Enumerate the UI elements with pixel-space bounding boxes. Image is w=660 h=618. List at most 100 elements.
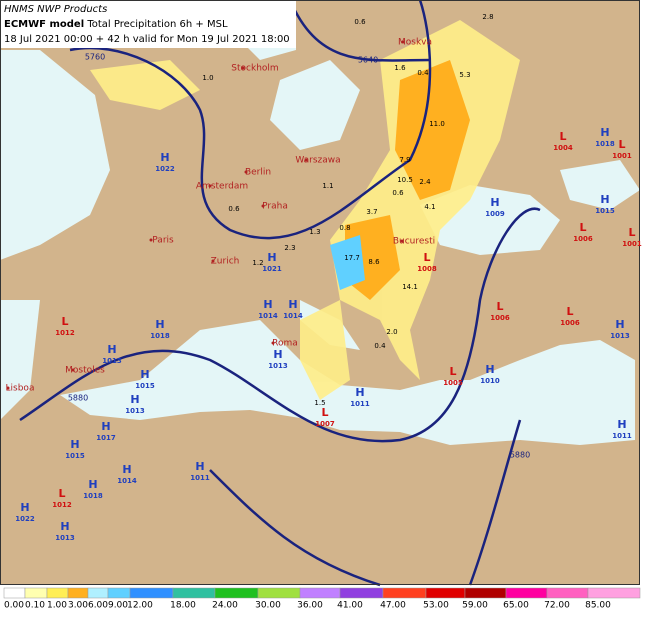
colorbar-box [546,587,589,599]
pressure-value: 1011 [350,400,370,408]
pressure-letter: H [490,196,499,209]
precip-value: 2.0 [386,328,397,336]
precip-value: 3.7 [366,208,377,216]
pressure-letter: L [618,138,625,151]
precip-value: 5.3 [459,71,470,79]
colorbar-label: 47.00 [380,601,406,611]
pressure-letter: L [423,251,430,264]
pressure-value: 1014 [283,312,303,320]
pressure-letter: L [566,305,573,318]
product-line: ECMWF model Total Precipitation 6h + MSL [4,19,228,30]
precip-value: 2.8 [482,13,493,21]
pressure-letter: H [160,151,169,164]
colorbar-box [172,587,216,599]
pressure-letter: H [600,126,609,139]
colorbar-label: 53.00 [423,601,449,611]
pressure-value: 1014 [258,312,278,320]
colorbar-box [24,587,48,599]
pressure-value: 1001 [622,240,642,248]
colorbar-box [587,587,641,599]
pressure-letter: H [267,251,276,264]
geopotential-contours [19,0,541,587]
overlay: 0.00 0.10 1.00 3.00 6.00 9.00 12.00 18.00 24.00 3… [3,13,642,611]
colorbar-box [339,587,384,599]
precip-value: 1.6 [394,64,406,72]
colorbar-label: 0.00 [4,601,24,611]
colorbar-box [464,587,507,599]
pressure-letter: H [288,298,297,311]
colorbar-box [3,587,26,599]
colorbar-box [382,587,427,599]
pressure-value: 1015 [135,382,155,390]
colorbar-box [425,587,466,599]
precip-value: 1.0 [202,74,213,82]
colorbar-label: 36.00 [297,601,323,611]
pressure-letter: H [485,363,494,376]
pressure-value: 1009 [485,210,505,218]
colorbar-box [67,587,89,599]
precip-value: 0.4 [374,342,386,350]
city-label: Mostoles [65,366,105,376]
precip-value: 1.2 [252,259,263,267]
pressure-letter: L [321,406,328,419]
pressure-value: 1007 [315,420,335,428]
pressure-value: 1008 [417,265,437,273]
precip-value: 2.3 [284,244,295,252]
precip-value: 1.3 [309,228,320,236]
pressure-value: 1011 [190,474,210,482]
city-dot [6,386,10,390]
pressure-value: 1015 [595,207,615,215]
pressure-value: 1022 [15,515,35,523]
colorbar-box [299,587,341,599]
geopotential-label: 5640 [358,56,378,65]
city-label: Bucuresti [393,237,435,247]
colorbar-label: 41.00 [337,601,363,611]
pressure-value: 1017 [96,434,116,442]
pressure-value: 1004 [553,144,573,152]
colorbar-label: 65.00 [503,601,529,611]
pressure-value: 1018 [595,140,615,148]
pressure-letter: L [449,365,456,378]
pressure-value: 1021 [262,265,282,273]
precip-value: 14.1 [402,283,418,291]
pressure-value: 1013 [610,332,630,340]
city-dot [261,204,265,208]
precip-value: 1.5 [314,399,325,407]
precip-value: 0.6 [354,18,366,26]
city-label: Stockholm [231,64,278,74]
pressure-letter: H [355,386,364,399]
pressure-value: 1013 [102,357,122,365]
precip-value: 2.4 [419,178,431,186]
pressure-value: 1001 [612,152,632,160]
precip-value: 1.1 [322,182,333,190]
precip-value: 8.6 [368,258,380,266]
colorbar-label: 0.10 [25,601,45,611]
pressure-letter: H [155,318,164,331]
colorbar-label: 72.00 [544,601,570,611]
colorbar-label: 18.00 [170,601,196,611]
pressure-value: 1015 [65,452,85,460]
city-dot [400,239,404,243]
colorbar-label: 12.00 [127,601,153,611]
city-dot [304,158,308,162]
pressure-value: 1018 [83,492,103,500]
city-dot [71,368,75,372]
colorbar-label: 85.00 [585,601,611,611]
colorbar-label: 6.00 [88,601,108,611]
city-label: Amsterdam [196,182,248,192]
pressure-letter: H [107,343,116,356]
pressure-value: 1006 [573,235,593,243]
colorbar-label: 9.00 [108,601,128,611]
colorbar-box [46,587,69,599]
city-dot [401,40,405,44]
pressure-value: 1018 [150,332,170,340]
pressure-letter: H [130,393,139,406]
pressure-letter: H [195,460,204,473]
pressure-value: 1013 [55,534,75,542]
precip-value: 0.6 [228,205,240,213]
pressure-value: 1012 [55,329,75,337]
pressure-value: 1013 [125,407,145,415]
colorbar-box [87,587,109,599]
pressure-letter: H [273,348,282,361]
